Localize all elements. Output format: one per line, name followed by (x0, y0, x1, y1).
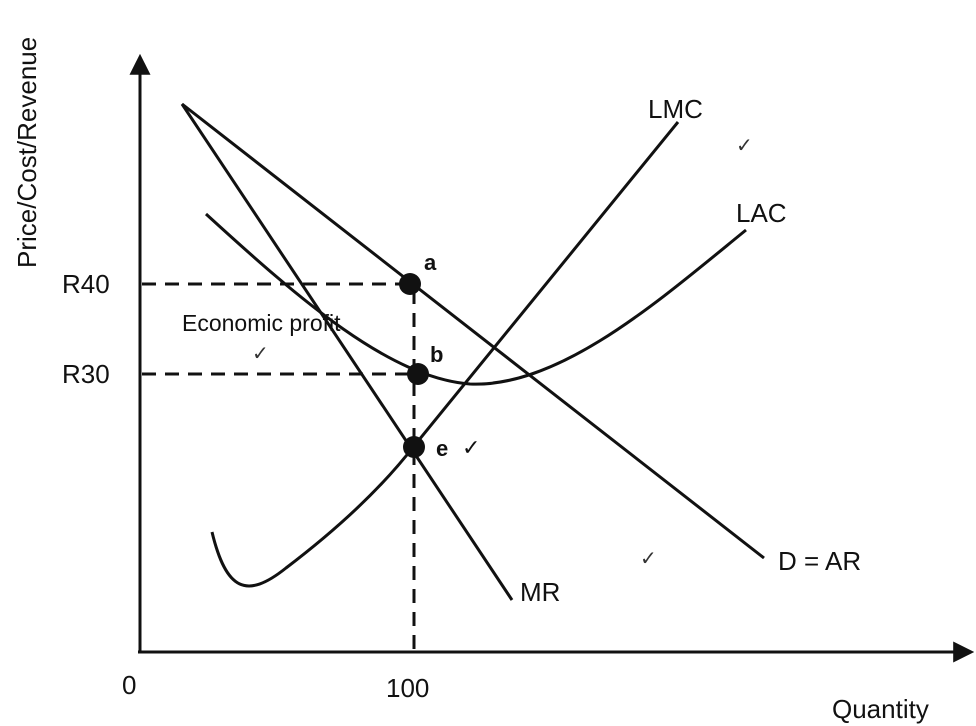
point-b-dot (407, 363, 429, 385)
point-e-label: e (436, 436, 448, 461)
check-mark-icon: ✓ (462, 435, 480, 460)
check-mark-icon: ✓ (736, 135, 753, 157)
y-axis-label: Price/Cost/Revenue (12, 37, 42, 268)
origin-label: 0 (122, 670, 136, 700)
y-tick-r40: R40 (62, 269, 110, 299)
x-axis-label: Quantity (832, 694, 929, 724)
point-a-dot (399, 273, 421, 295)
x-tick-100: 100 (386, 673, 429, 703)
lac-curve (204, 212, 747, 386)
mr-curve (180, 103, 514, 601)
demand-ar-label: D = AR (778, 546, 861, 576)
point-e-dot (403, 436, 425, 458)
demand-ar-curve (181, 102, 765, 560)
point-b-label: b (430, 342, 443, 367)
mr-label: MR (520, 577, 560, 607)
economic-profit-label: Economic profit (182, 310, 341, 336)
check-mark-icon: ✓ (640, 548, 657, 570)
lac-label: LAC (736, 198, 787, 228)
y-tick-r30: R30 (62, 359, 110, 389)
point-a-label: a (424, 250, 437, 275)
lmc-curve (210, 121, 680, 588)
check-mark-icon: ✓ (252, 343, 269, 365)
lmc-label: LMC (648, 94, 703, 124)
